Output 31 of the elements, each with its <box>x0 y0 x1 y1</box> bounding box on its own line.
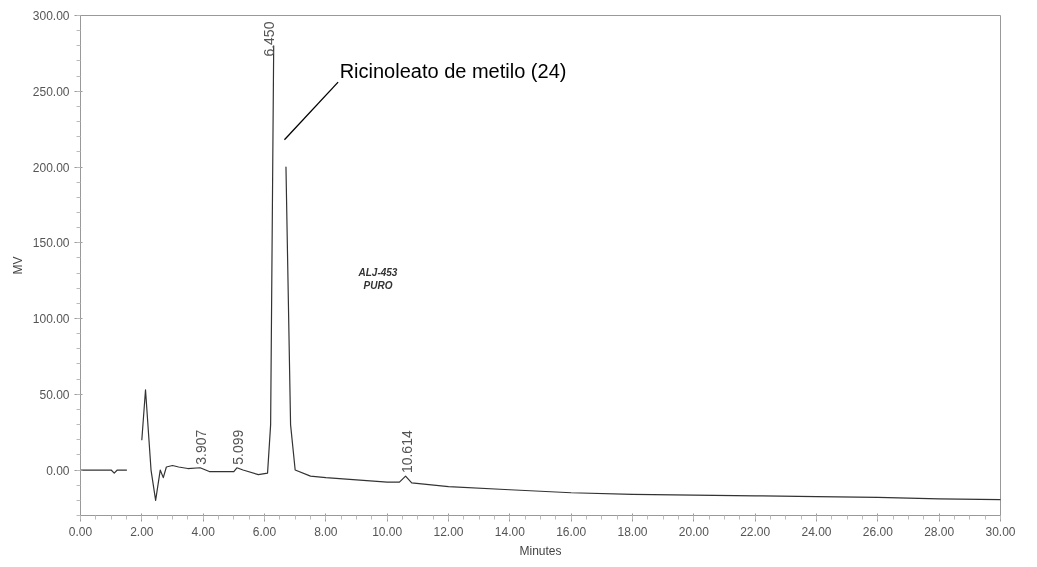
annotation: 3.907 <box>193 429 210 465</box>
y-tick-label: 250.00 <box>32 84 70 99</box>
x-tick-label: 10.00 <box>372 524 403 539</box>
y-tick-label: 100.00 <box>32 312 70 327</box>
x-tick-label: 26.00 <box>862 524 894 539</box>
annotation: 6.450 <box>261 21 278 57</box>
y-tick-label: 200.00 <box>32 160 70 175</box>
annotation: Ricinoleato de metilo (24) <box>339 60 567 83</box>
x-tick-label: 8.00 <box>314 524 338 539</box>
x-tick-label: 28.00 <box>924 524 955 539</box>
y-tick-label: 0.00 <box>46 463 70 478</box>
y-tick-label: 300.00 <box>32 9 70 23</box>
y-axis-title: MV <box>10 256 25 275</box>
x-tick-label: 14.00 <box>494 524 526 539</box>
y-tick-label: 50.00 <box>39 387 70 402</box>
x-tick-label: 6.00 <box>252 524 277 539</box>
x-tick-label: 2.00 <box>130 524 154 539</box>
x-tick-label: 20.00 <box>678 524 710 539</box>
annotation: 10.614 <box>399 430 415 474</box>
x-tick-label: 4.00 <box>191 524 216 539</box>
x-tick-label: 18.00 <box>617 524 648 539</box>
x-tick-label: 0.00 <box>68 524 93 539</box>
x-tick-label: 24.00 <box>801 524 832 539</box>
x-tick-label: 30.00 <box>985 524 1016 539</box>
x-axis-title: Minutes <box>519 543 562 558</box>
x-tick-label: 22.00 <box>740 524 771 539</box>
x-tick-label: 12.00 <box>433 524 464 539</box>
annotation: 5.099 <box>229 429 246 465</box>
annotation: ALJ-453 PURO <box>357 267 398 292</box>
x-tick-label: 16.00 <box>556 524 587 539</box>
y-tick-label: 150.00 <box>32 236 70 251</box>
